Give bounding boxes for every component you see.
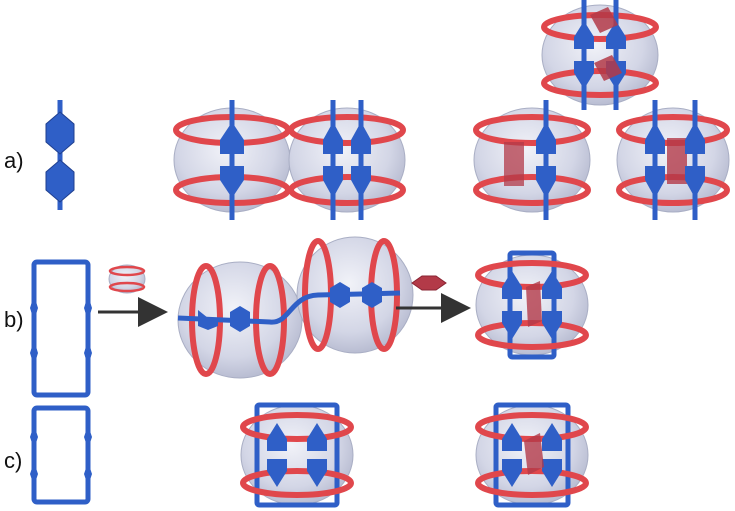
cage-single-strand-a1 — [173, 100, 291, 220]
intermediate-assembly-b — [177, 236, 414, 379]
guest-cage-c — [475, 402, 589, 508]
cage-guest-a3 — [473, 100, 591, 220]
row-label-b: b) — [4, 307, 24, 332]
ligand-strand-a — [45, 100, 75, 210]
cage-double-strand-a2 — [288, 100, 406, 220]
row-label-c: c) — [4, 448, 22, 473]
empty-cage-c — [240, 402, 354, 508]
product-cage-b — [475, 250, 589, 360]
cage-guest-top-a — [541, 0, 659, 110]
row-label-a: a) — [4, 148, 24, 173]
cage-guest-a4 — [616, 100, 730, 220]
ligand-loop-c — [30, 405, 92, 505]
guest-molecule-b — [411, 275, 447, 291]
ligand-loop-b — [30, 259, 92, 398]
small-cage-reagent-b — [108, 264, 146, 294]
